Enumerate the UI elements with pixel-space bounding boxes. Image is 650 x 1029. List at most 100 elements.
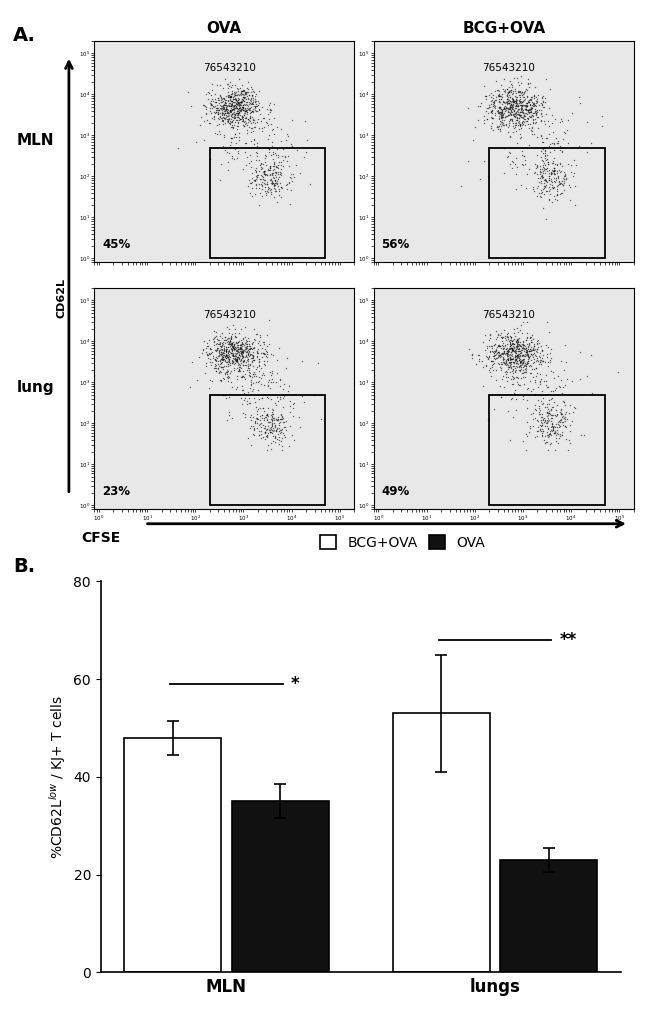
Point: [518, 340, 528, 356]
Point: [240, 347, 251, 363]
Point: [552, 406, 563, 423]
Point: [538, 412, 549, 428]
Point: [220, 101, 231, 117]
Point: [540, 415, 551, 431]
Point: [538, 394, 549, 411]
Point: [231, 95, 241, 111]
Point: [231, 342, 241, 358]
Point: [488, 122, 499, 139]
Point: [569, 165, 580, 181]
Point: [543, 172, 554, 188]
Point: [538, 145, 548, 162]
Point: [510, 166, 521, 182]
Point: [261, 406, 271, 423]
Point: [276, 120, 287, 137]
Point: [539, 172, 549, 188]
Point: [518, 388, 528, 404]
Point: [500, 346, 510, 362]
Point: [227, 94, 237, 110]
Point: [242, 103, 252, 119]
Point: [205, 115, 215, 132]
Point: [536, 175, 546, 191]
Point: [206, 96, 216, 112]
Point: [505, 106, 515, 122]
Point: [528, 104, 539, 120]
Point: [222, 369, 233, 386]
Point: [567, 105, 577, 121]
Point: [508, 123, 519, 140]
Point: [223, 111, 233, 128]
Point: [500, 99, 511, 115]
Point: [538, 423, 549, 439]
Point: [258, 399, 268, 416]
Point: [527, 327, 538, 344]
Point: [514, 86, 524, 103]
Point: [521, 340, 531, 356]
Point: [261, 173, 272, 189]
Point: [254, 95, 265, 111]
Point: [243, 110, 254, 127]
Point: [288, 407, 298, 424]
Point: [542, 146, 552, 163]
Point: [557, 385, 567, 401]
Point: [279, 427, 289, 443]
Point: [227, 379, 238, 395]
Point: [231, 353, 241, 369]
Point: [498, 116, 508, 133]
Point: [246, 340, 257, 356]
Point: [254, 179, 265, 196]
Point: [514, 322, 525, 339]
Point: [496, 118, 506, 135]
Point: [539, 139, 549, 155]
Point: [218, 344, 228, 360]
Point: [502, 91, 512, 107]
Point: [504, 334, 515, 351]
Point: [538, 163, 548, 179]
Point: [497, 346, 507, 362]
Point: [519, 342, 529, 358]
Point: [506, 390, 516, 406]
Point: [502, 402, 513, 419]
Point: [565, 396, 575, 413]
Point: [259, 424, 270, 440]
Point: [538, 158, 549, 175]
Point: [215, 109, 226, 126]
Point: [541, 163, 552, 179]
Point: [541, 172, 551, 188]
Point: [505, 107, 515, 123]
Point: [287, 112, 298, 129]
Point: [221, 101, 231, 117]
Point: [230, 329, 240, 346]
Point: [219, 97, 229, 113]
Point: [521, 347, 531, 363]
Point: [527, 347, 538, 363]
Point: [192, 371, 202, 388]
Point: [504, 101, 514, 117]
Point: [218, 359, 228, 376]
Point: [234, 94, 244, 110]
Point: [502, 95, 512, 111]
Point: [250, 332, 261, 349]
Point: [220, 102, 230, 118]
Point: [285, 403, 295, 420]
Point: [249, 339, 259, 355]
Point: [242, 79, 252, 96]
Point: [506, 351, 517, 367]
Point: [268, 158, 279, 175]
Point: [501, 341, 512, 357]
Point: [270, 395, 281, 412]
Point: [509, 343, 519, 359]
Point: [231, 96, 241, 112]
Point: [549, 163, 559, 179]
Point: [536, 164, 547, 180]
Point: [265, 96, 275, 112]
Point: [501, 328, 512, 345]
Point: [216, 101, 226, 117]
Point: [233, 115, 244, 132]
Point: [507, 98, 517, 114]
Point: [504, 95, 514, 111]
Point: [245, 338, 255, 354]
Point: [542, 183, 552, 200]
Point: [226, 111, 236, 128]
Point: [246, 412, 257, 428]
